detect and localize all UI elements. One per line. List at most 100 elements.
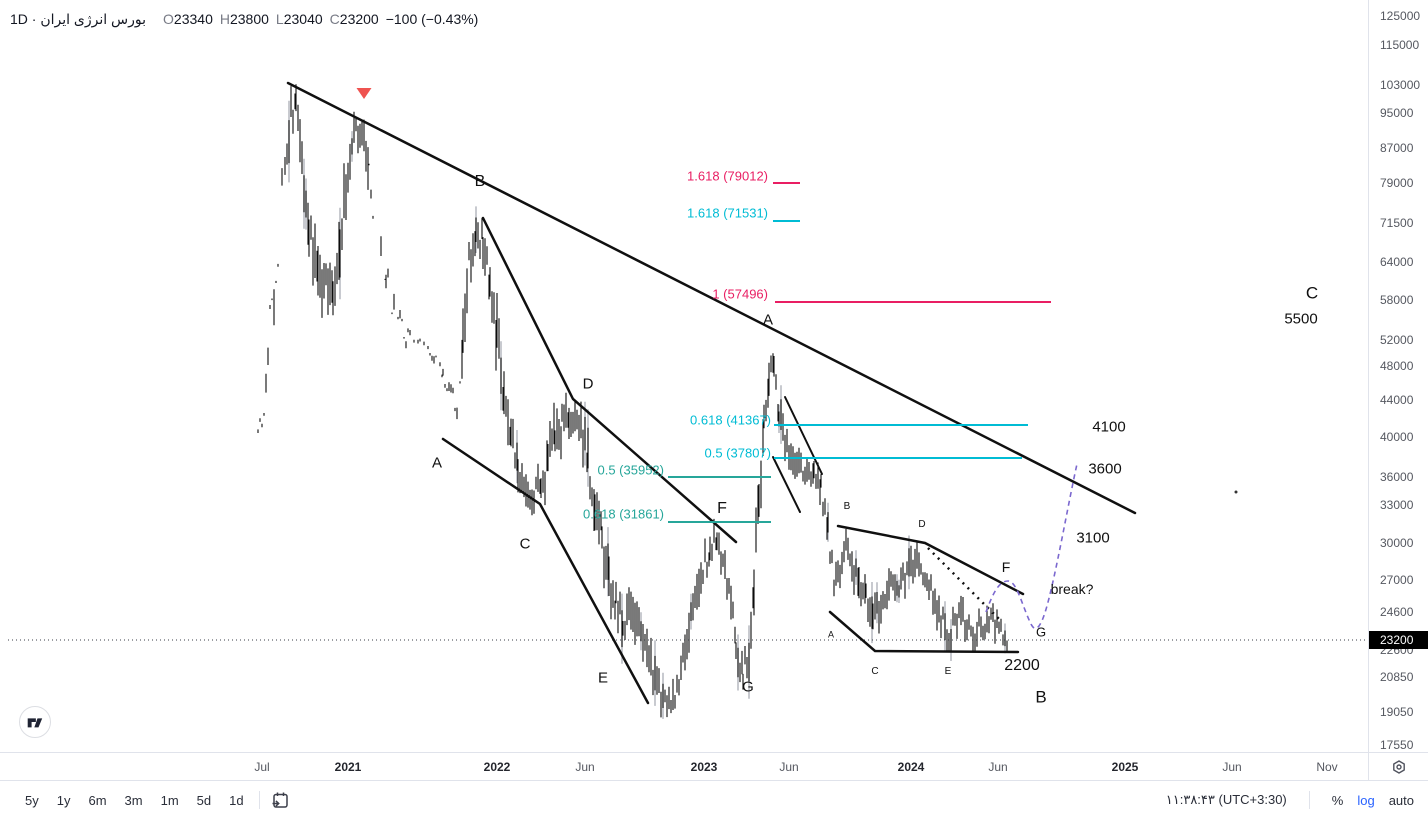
range-button-1y[interactable]: 1y xyxy=(56,792,71,808)
trendline-mini-channel-upper[interactable] xyxy=(784,396,823,475)
annotation-label-C[interactable]: C xyxy=(519,535,531,553)
price-axis-label: 103000 xyxy=(1380,78,1421,92)
annotation-label-B[interactable]: B xyxy=(843,501,851,512)
annotation-label-A[interactable]: A xyxy=(431,454,443,472)
annotation-label-3100[interactable]: 3100 xyxy=(1076,529,1110,547)
price-axis-label: 20850 xyxy=(1380,670,1414,684)
toolbar-separator xyxy=(258,791,260,809)
time-axis-label: Jun xyxy=(779,760,799,774)
fib-level-label-6[interactable]: 0.618 (31861) xyxy=(583,506,664,522)
range-button-5y[interactable]: 5y xyxy=(25,792,39,808)
candlestick-series xyxy=(257,84,1008,718)
calendar-arrow-icon xyxy=(272,792,288,808)
price-axis-label: 79000 xyxy=(1380,176,1414,190)
clock-utc-label[interactable]: ۱۱:۳۸:۴۳ (UTC+3:30) xyxy=(1165,792,1287,807)
annotation-label-B[interactable]: B xyxy=(474,173,486,190)
price-axis-label: 36000 xyxy=(1380,470,1414,484)
annotation-label-4100[interactable]: 4100 xyxy=(1092,418,1126,436)
ohlc-key-H: H xyxy=(219,11,230,27)
annotation-label-G[interactable]: G xyxy=(1035,624,1047,640)
go-to-date-button[interactable] xyxy=(268,788,292,812)
trendline-recent-lower-A-C-E[interactable] xyxy=(828,610,1020,654)
symbol-legend[interactable]: بورس انرژی ایران · 1D O23340 H23800 L23040 C… xyxy=(10,11,478,28)
fib-level-label-1[interactable]: 1.618 (71531) xyxy=(687,205,768,221)
ohlc-key-O: O xyxy=(163,11,174,27)
annotation-label-break[interactable]: break? xyxy=(1050,581,1094,597)
price-axis-label: 58000 xyxy=(1380,293,1414,307)
annotation-label-C[interactable]: C xyxy=(871,666,879,677)
annotation-label-F[interactable]: F xyxy=(717,500,727,517)
price-axis-label: 64000 xyxy=(1380,255,1414,269)
annotation-label-5500[interactable]: 5500 xyxy=(1284,310,1318,328)
time-axis-label: 2022 xyxy=(483,760,511,774)
range-button-5d[interactable]: 5d xyxy=(196,792,212,808)
trendline-lower-left-zigzag-A-C-E[interactable] xyxy=(441,437,650,705)
price-axis-label: 27000 xyxy=(1380,573,1414,587)
auto-scale-button[interactable]: auto xyxy=(1388,792,1414,808)
price-axis-label: 24600 xyxy=(1380,605,1414,619)
price-axis-label: 40000 xyxy=(1380,430,1414,444)
change-value: −100 (−0.43%) xyxy=(385,11,479,27)
range-button-3m[interactable]: 3m xyxy=(124,792,143,808)
price-axis-label: 95000 xyxy=(1380,106,1414,120)
time-axis-label: 2023 xyxy=(690,760,718,774)
time-axis-label: 2021 xyxy=(334,760,362,774)
fib-level-label-4[interactable]: 0.5 (37807) xyxy=(704,445,772,461)
symbol-title-and-interval[interactable]: بورس انرژی ایران · 1D xyxy=(10,11,147,27)
ohlc-key-L: L xyxy=(275,11,284,27)
log-scale-button[interactable]: log xyxy=(1357,792,1375,808)
annotation-label-E[interactable]: E xyxy=(597,669,609,687)
ohlc-value-H: 23800 xyxy=(229,11,269,27)
price-axis-label: 19050 xyxy=(1380,705,1414,719)
price-axis-label: 125000 xyxy=(1380,9,1421,23)
range-button-1m[interactable]: 1m xyxy=(160,792,179,808)
time-axis-label: Jul xyxy=(254,760,270,774)
projection-dashed-curve[interactable] xyxy=(985,463,1078,630)
annotation-label-D[interactable]: D xyxy=(918,519,926,530)
price-axis-label: 115000 xyxy=(1380,38,1420,52)
time-axis-label: Jun xyxy=(988,760,1008,774)
annotation-label-2200[interactable]: 2200 xyxy=(1004,657,1040,674)
annotation-label-F[interactable]: F xyxy=(1001,559,1011,575)
trendline-main-descending-trendline[interactable] xyxy=(286,81,1137,515)
axis-corner xyxy=(1368,752,1428,781)
fib-level-label-3[interactable]: 0.618 (41367) xyxy=(690,412,771,428)
fib-level-label-0[interactable]: 1.618 (79012) xyxy=(687,168,768,184)
annotation-label-A[interactable]: A xyxy=(827,629,835,640)
fib-level-label-5[interactable]: 0.5 (35952) xyxy=(597,462,665,478)
trendline-recent-upper-B-D-F[interactable] xyxy=(836,524,1025,596)
annotation-label-E[interactable]: E xyxy=(944,666,952,677)
candle-wicks-gray xyxy=(288,100,1006,719)
annotation-label-B[interactable]: B xyxy=(1035,687,1047,707)
price-axis-label: 52000 xyxy=(1380,333,1414,347)
tradingview-logo-mark xyxy=(27,718,43,728)
chart-drawing-layer xyxy=(8,81,1368,719)
trendline-mini-channel-lower[interactable] xyxy=(772,456,801,513)
percent-scale-button[interactable]: % xyxy=(1331,792,1344,808)
time-axis[interactable]: Jul 2021 2022 Jun 2023 Jun 2024 Jun 2025 Jun Nov xyxy=(0,752,1368,781)
price-axis-label: 33000 xyxy=(1380,498,1414,512)
range-button-6m[interactable]: 6m xyxy=(88,792,107,808)
range-button-1d[interactable]: 1d xyxy=(229,792,244,808)
price-axis[interactable]: 125000 115000 103000 95000 87000 79000 71500 64… xyxy=(1368,0,1428,752)
trendline-upper-left-zigzag-B-D-F[interactable] xyxy=(481,216,738,544)
chart-canvas[interactable]: بورس انرژی ایران · 1D O23340 H23800 L23040 C… xyxy=(0,0,1368,752)
annotation-label-D[interactable]: D xyxy=(582,375,594,393)
ohlc-key-C: C xyxy=(329,11,340,27)
date-range-buttons: 5y 1y 6m 3m 1m 5d 1d xyxy=(0,789,251,812)
annotation-label-A[interactable]: A xyxy=(762,311,774,329)
price-axis-label: 44000 xyxy=(1380,393,1414,407)
price-axis-label: 48000 xyxy=(1380,359,1414,373)
ohlc-value-L: 23040 xyxy=(283,11,323,27)
tradingview-logo[interactable] xyxy=(19,706,51,738)
annotation-label-3600[interactable]: 3600 xyxy=(1088,460,1122,478)
time-axis-label: 2025 xyxy=(1111,760,1139,774)
price-scale-settings-icon[interactable] xyxy=(1391,759,1407,775)
annotation-label-G[interactable]: G xyxy=(742,678,754,696)
annotation-label-C[interactable]: C xyxy=(1305,283,1319,303)
fib-level-label-2[interactable]: 1 (57496) xyxy=(712,286,768,302)
price-axis-label: 87000 xyxy=(1380,141,1414,155)
price-axis-label: 71500 xyxy=(1380,216,1414,230)
dot-marker xyxy=(1234,490,1238,494)
toolbar-separator xyxy=(1308,791,1310,809)
